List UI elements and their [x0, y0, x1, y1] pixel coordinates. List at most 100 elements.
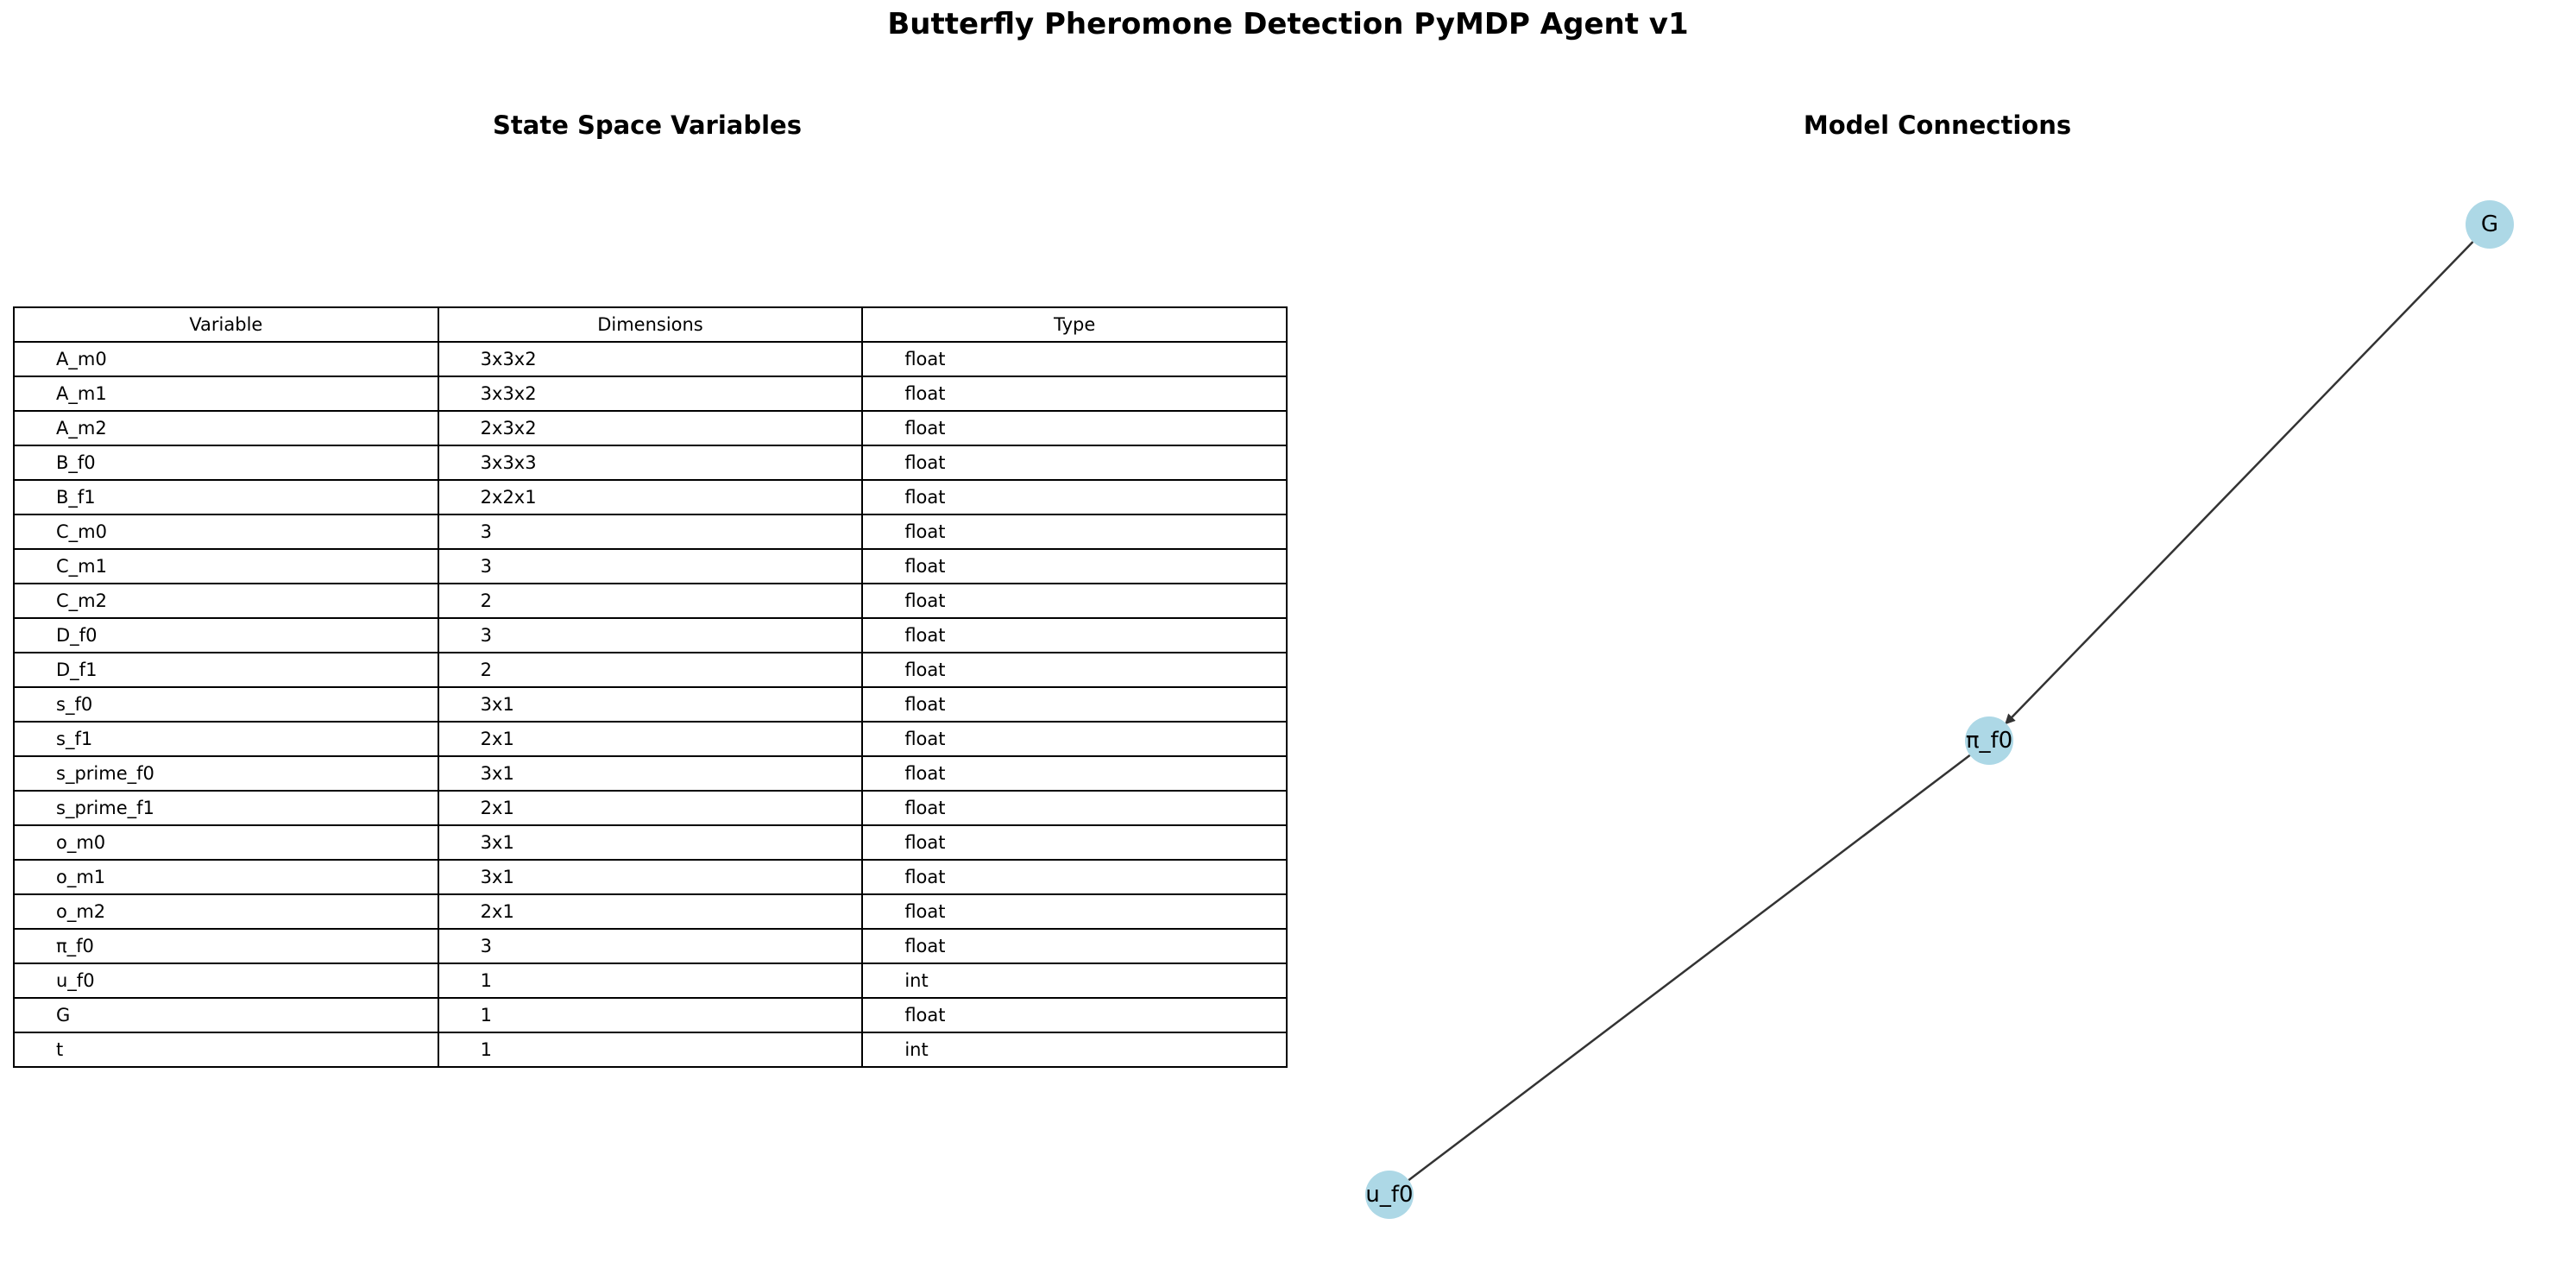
- table-cell-variable: C_m2: [13, 583, 439, 619]
- table-row: s_f0 3x1 float: [13, 686, 1288, 723]
- table-cell-dimensions: 2x2x1: [437, 479, 864, 515]
- table-row: u_f0 1 int: [13, 963, 1288, 999]
- table-cell-dimensions: 3: [437, 617, 864, 653]
- graph-node-pi_f0: π_f0: [1965, 716, 2013, 765]
- table-row: s_f1 2x1 float: [13, 721, 1288, 757]
- table-cell-variable: t: [13, 1032, 439, 1068]
- node-label: G: [2481, 211, 2498, 237]
- table-row: C_m1 3 float: [13, 548, 1288, 584]
- table-cell-type: float: [861, 755, 1288, 792]
- table-cell-dimensions: 3: [437, 548, 864, 584]
- table-cell-dimensions: 3x1: [437, 859, 864, 895]
- graph-node-G: G: [2466, 200, 2514, 249]
- table-body: A_m0 3x3x2 float A_m1 3x3x2 float A_m2 2x3x2 flo…: [13, 341, 1288, 1068]
- table-cell-variable: C_m1: [13, 548, 439, 584]
- table-cell-variable: B_f1: [13, 479, 439, 515]
- table-cell-type: float: [861, 652, 1288, 688]
- model-connections-graph: Gπ_f0 u_f0: [1365, 200, 2514, 1219]
- table-cell-dimensions: 3x3x3: [437, 445, 864, 481]
- table-cell-type: float: [861, 376, 1288, 412]
- table-cell-dimensions: 1: [437, 997, 864, 1033]
- table-row: A_m1 3x3x2 float: [13, 376, 1288, 412]
- table-cell-variable: D_f0: [13, 617, 439, 653]
- table-row: D_f0 3 float: [13, 617, 1288, 653]
- table-cell-variable: G: [13, 997, 439, 1033]
- table-row: t 1 int: [13, 1032, 1288, 1068]
- table-cell-dimensions: 3x3x2: [437, 341, 864, 377]
- table-cell-dimensions: 2x1: [437, 893, 864, 930]
- table-cell-variable: π_f0: [13, 928, 439, 964]
- table-cell-dimensions: 3: [437, 928, 864, 964]
- table-cell-type: float: [861, 548, 1288, 584]
- table-cell-variable: s_prime_f1: [13, 790, 439, 826]
- table-cell-variable: u_f0: [13, 963, 439, 999]
- table-cell-type: float: [861, 514, 1288, 550]
- table-panel-title: State Space Variables: [493, 110, 802, 140]
- table-cell-dimensions: 2: [437, 583, 864, 619]
- table-cell-type: int: [861, 963, 1288, 999]
- table-cell-variable: o_m1: [13, 859, 439, 895]
- table-cell-type: float: [861, 341, 1288, 377]
- table-row: C_m2 2 float: [13, 583, 1288, 619]
- edges-layer: [1408, 241, 2474, 1182]
- table-header-row: Variable Dimensions Type: [13, 306, 1288, 343]
- table-cell-type: float: [861, 824, 1288, 861]
- node-circle: [2466, 200, 2514, 249]
- table-cell-dimensions: 3x1: [437, 686, 864, 723]
- table-cell-type: float: [861, 859, 1288, 895]
- table-cell-type: float: [861, 479, 1288, 515]
- table-row: C_m0 3 float: [13, 514, 1288, 550]
- table-cell-type: float: [861, 893, 1288, 930]
- table-row: D_f1 2 float: [13, 652, 1288, 688]
- table-cell-type: float: [861, 686, 1288, 723]
- table-row: A_m2 2x3x2 float: [13, 410, 1288, 446]
- table-row: B_f0 3x3x3 float: [13, 445, 1288, 481]
- table-cell-type: float: [861, 721, 1288, 757]
- table-row: π_f0 3 float: [13, 928, 1288, 964]
- table-cell-dimensions: 3x3x2: [437, 376, 864, 412]
- table-row: B_f1 2x2x1 float: [13, 479, 1288, 515]
- table-cell-type: float: [861, 997, 1288, 1033]
- state-space-table: Variable Dimensions Type A_m0 3x3x2 float A…: [13, 306, 1288, 1068]
- table-cell-variable: D_f1: [13, 652, 439, 688]
- node-circle: [1965, 716, 2013, 765]
- column-header-dimensions: Dimensions: [437, 306, 864, 343]
- node-circle: [1365, 1171, 1414, 1219]
- table-row: o_m1 3x1 float: [13, 859, 1288, 895]
- graph-node-u_f0: u_f0: [1365, 1171, 1414, 1219]
- table-cell-dimensions: 3: [437, 514, 864, 550]
- table-cell-variable: A_m2: [13, 410, 439, 446]
- table-cell-type: float: [861, 445, 1288, 481]
- table-cell-variable: C_m0: [13, 514, 439, 550]
- table-cell-variable: o_m0: [13, 824, 439, 861]
- table-cell-variable: s_prime_f0: [13, 755, 439, 792]
- table-cell-dimensions: 2x1: [437, 790, 864, 826]
- figure-title: Butterfly Pheromone Detection PyMDP Agen…: [887, 7, 1689, 41]
- edge-G-to-pi_f0: [2005, 241, 2474, 725]
- table-cell-type: float: [861, 928, 1288, 964]
- table-cell-dimensions: 2: [437, 652, 864, 688]
- node-label: π_f0: [1966, 728, 2012, 754]
- table-cell-type: float: [861, 617, 1288, 653]
- node-label: u_f0: [1365, 1182, 1413, 1208]
- table-cell-dimensions: 2x3x2: [437, 410, 864, 446]
- table-row: o_m2 2x1 float: [13, 893, 1288, 930]
- table-cell-variable: A_m0: [13, 341, 439, 377]
- table-cell-dimensions: 3x1: [437, 755, 864, 792]
- nodes-layer: Gπ_f0 u_f0: [1365, 200, 2514, 1219]
- state-space-table-container: Variable Dimensions Type A_m0 3x3x2 float A…: [13, 306, 1288, 1068]
- column-header-variable: Variable: [13, 306, 439, 343]
- table-cell-variable: B_f0: [13, 445, 439, 481]
- column-header-type: Type: [861, 306, 1288, 343]
- table-row: s_prime_f0 3x1 float: [13, 755, 1288, 792]
- table-cell-variable: s_f0: [13, 686, 439, 723]
- table-row: s_prime_f1 2x1 float: [13, 790, 1288, 826]
- table-cell-dimensions: 3x1: [437, 824, 864, 861]
- table-cell-dimensions: 1: [437, 963, 864, 999]
- table-cell-variable: s_f1: [13, 721, 439, 757]
- table-cell-type: int: [861, 1032, 1288, 1068]
- table-row: G 1 float: [13, 997, 1288, 1033]
- table-cell-dimensions: 2x1: [437, 721, 864, 757]
- table-cell-dimensions: 1: [437, 1032, 864, 1068]
- graph-panel-title: Model Connections: [1803, 110, 2072, 140]
